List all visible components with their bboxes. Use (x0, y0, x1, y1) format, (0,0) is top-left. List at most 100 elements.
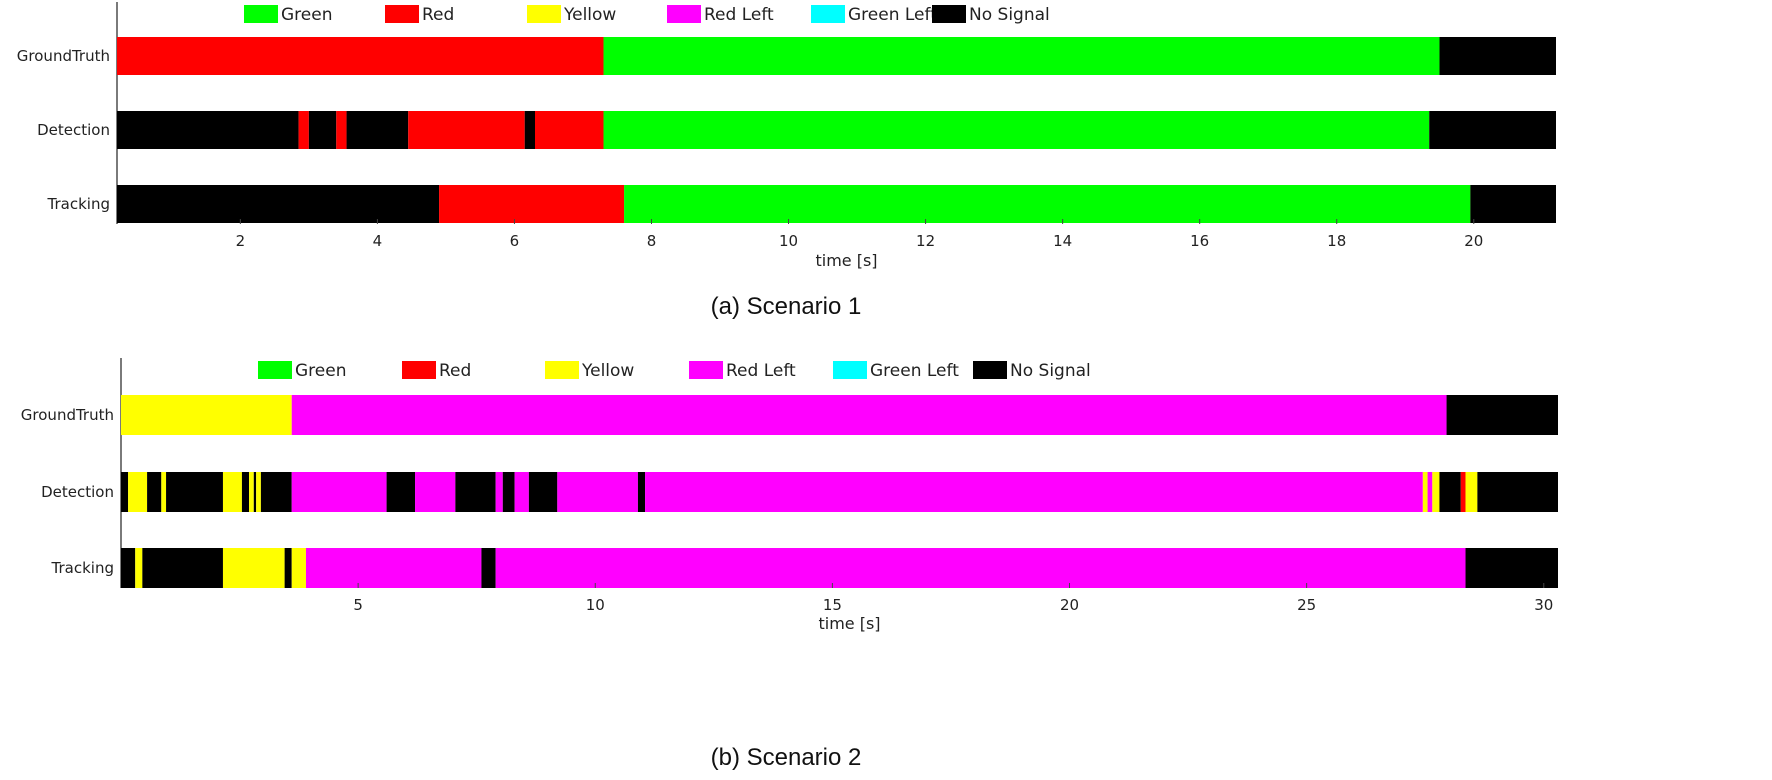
row-label-detection: Detection (37, 121, 110, 139)
legend-label-yellow: Yellow (581, 361, 634, 381)
x-tick-label: 10 (586, 596, 605, 614)
segment-tracking-2 (624, 185, 1471, 223)
row-label-tracking: Tracking (51, 559, 114, 577)
legend-swatch-no-signal (932, 5, 966, 23)
legend-swatch-no-signal (973, 361, 1007, 379)
row-label-groundtruth: GroundTruth (21, 406, 114, 424)
segment-detection-20 (637, 472, 646, 512)
legend-swatch-red-left (667, 5, 701, 23)
segment-tracking-2 (142, 548, 223, 588)
x-tick-label: 20 (1060, 596, 1079, 614)
legend-label-red: Red (439, 361, 471, 381)
segment-detection-5 (408, 111, 525, 149)
segment-detection-1 (128, 472, 148, 512)
segment-detection-7 (534, 111, 604, 149)
segment-detection-27 (1465, 472, 1478, 512)
legend-label-red-left: Red Left (704, 5, 774, 25)
legend-label-no-signal: No Signal (969, 5, 1050, 25)
segment-detection-2 (147, 472, 162, 512)
segment-tracking-1 (439, 185, 625, 223)
legend-swatch-red-left (689, 361, 723, 379)
segment-tracking-1 (135, 548, 143, 588)
segment-detection-21 (645, 472, 1423, 512)
segment-groundtruth-2 (1446, 395, 1558, 435)
segment-detection-6 (241, 472, 250, 512)
segment-detection-17 (514, 472, 529, 512)
segment-detection-18 (528, 472, 558, 512)
segment-tracking-6 (305, 548, 482, 588)
legend-label-green: Green (295, 361, 346, 381)
x-tick-label: 5 (353, 596, 363, 614)
segment-detection-12 (386, 472, 416, 512)
x-tick-label: 14 (1053, 232, 1072, 250)
legend-label-red-left: Red Left (726, 361, 796, 381)
row-label-detection: Detection (41, 483, 114, 501)
segment-detection-28 (1477, 472, 1558, 512)
segment-detection-4 (166, 472, 223, 512)
segment-detection-23 (1427, 472, 1433, 512)
segment-detection-2 (308, 111, 337, 149)
segment-detection-3 (336, 111, 347, 149)
row-label-groundtruth: GroundTruth (17, 47, 110, 65)
x-tick-label: 12 (916, 232, 935, 250)
legend-label-green: Green (281, 5, 332, 25)
x-tick-label: 10 (779, 232, 798, 250)
segment-detection-9 (1429, 111, 1556, 149)
x-tick-label: 4 (373, 232, 383, 250)
chart-panel-1: GroundTruth Detection Tracking 2 4 6 8 10 12 14 16… (17, 2, 1556, 320)
legend-swatch-yellow (527, 5, 561, 23)
segment-detection-6 (524, 111, 535, 149)
segment-detection-9 (256, 472, 261, 512)
x-tick-label: 18 (1327, 232, 1346, 250)
segment-groundtruth-0 (121, 395, 292, 435)
x-tick-label: 25 (1297, 596, 1316, 614)
segment-tracking-8 (495, 548, 1466, 588)
legend-swatch-yellow (545, 361, 579, 379)
legend-label-green-left: Green Left (870, 361, 959, 381)
legend-label-green-left: Green Left (848, 5, 937, 25)
x-tick-label: 6 (510, 232, 520, 250)
segment-detection-0 (117, 111, 299, 149)
segment-detection-7 (249, 472, 254, 512)
segment-tracking-9 (1465, 548, 1558, 588)
legend-label-red: Red (422, 5, 454, 25)
legend-swatch-red (385, 5, 419, 23)
legend-swatch-green-left (811, 5, 845, 23)
legend-swatch-red (402, 361, 436, 379)
row-label-tracking: Tracking (47, 195, 110, 213)
segment-detection-24 (1432, 472, 1440, 512)
segment-tracking-0 (121, 548, 136, 588)
segment-tracking-4 (284, 548, 292, 588)
segment-tracking-3 (1470, 185, 1556, 223)
segment-detection-0 (121, 472, 129, 512)
x-tick-label: 30 (1534, 596, 1553, 614)
segment-detection-1 (298, 111, 309, 149)
x-axis-label: time [s] (815, 251, 877, 270)
x-tick-label: 2 (236, 232, 246, 250)
figure-caption: (b) Scenario 2 (711, 744, 862, 771)
segment-detection-8 (253, 472, 257, 512)
figure-caption: (a) Scenario 1 (711, 293, 862, 320)
segment-detection-4 (346, 111, 409, 149)
legend-swatch-green (258, 361, 292, 379)
segment-detection-25 (1439, 472, 1461, 512)
segment-detection-16 (502, 472, 515, 512)
segment-detection-8 (603, 111, 1430, 149)
legend-label-no-signal: No Signal (1010, 361, 1091, 381)
x-tick-label: 15 (823, 596, 842, 614)
segment-tracking-5 (291, 548, 306, 588)
segment-tracking-7 (481, 548, 496, 588)
segment-detection-3 (161, 472, 167, 512)
segment-groundtruth-1 (603, 37, 1440, 75)
segment-detection-19 (557, 472, 638, 512)
segment-detection-10 (260, 472, 292, 512)
legend-label-yellow: Yellow (563, 5, 616, 25)
segment-groundtruth-2 (1439, 37, 1556, 75)
segment-detection-13 (415, 472, 456, 512)
legend-swatch-green-left (833, 361, 867, 379)
segment-detection-14 (455, 472, 496, 512)
segment-tracking-3 (222, 548, 285, 588)
segment-groundtruth-1 (291, 395, 1447, 435)
legend-swatch-green (244, 5, 278, 23)
